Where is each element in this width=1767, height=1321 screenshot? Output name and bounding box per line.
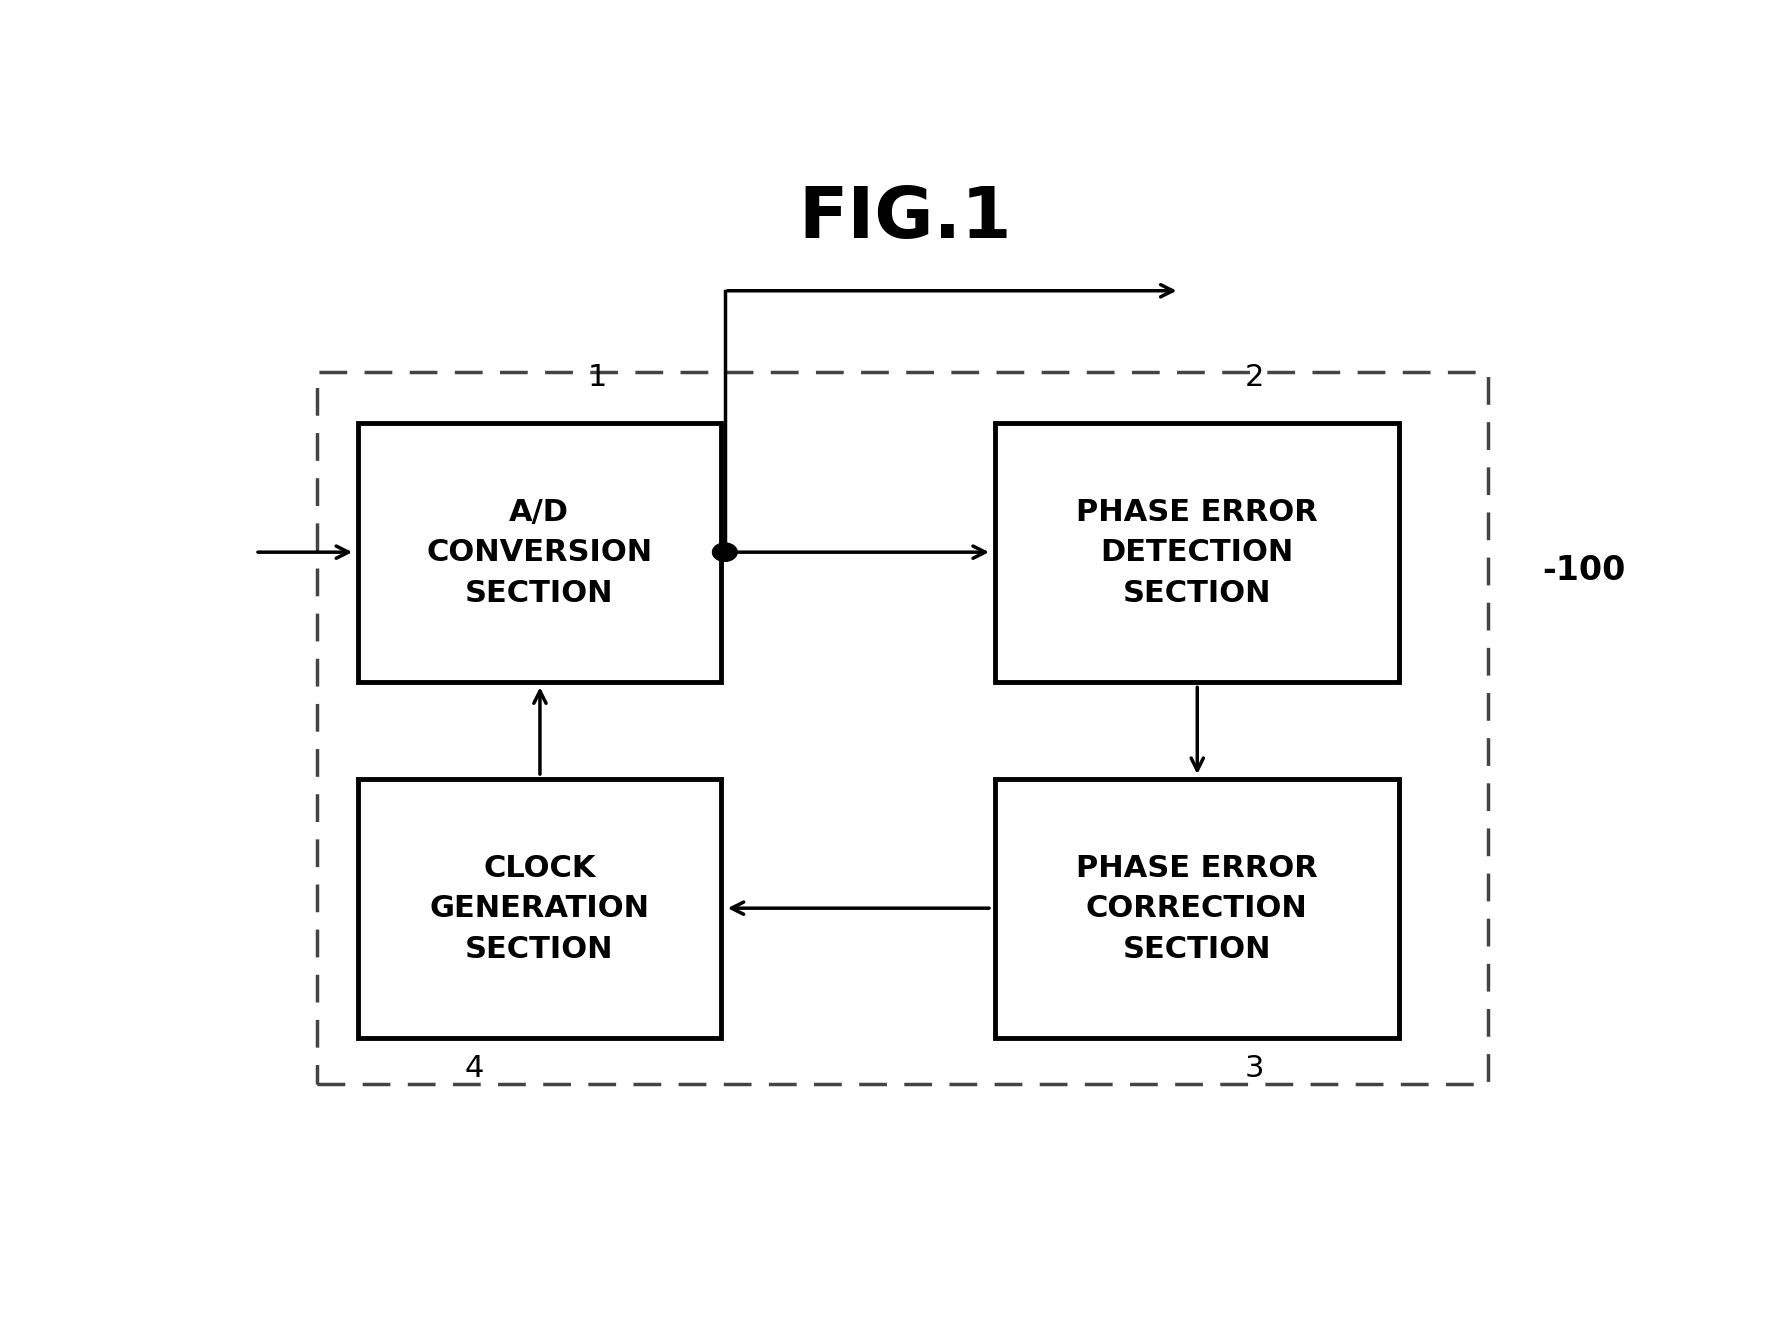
Text: -100: -100 (1543, 553, 1626, 587)
Text: 1: 1 (588, 363, 608, 392)
Bar (357, 779, 721, 1038)
Bar (995, 423, 1398, 683)
Circle shape (712, 543, 737, 561)
Text: 2: 2 (1246, 363, 1265, 392)
Text: PHASE ERROR
DETECTION
SECTION: PHASE ERROR DETECTION SECTION (1076, 498, 1318, 608)
Text: FIG.1: FIG.1 (799, 184, 1012, 252)
Text: A/D
CONVERSION
SECTION: A/D CONVERSION SECTION (426, 498, 652, 608)
Bar (995, 779, 1398, 1038)
Text: CLOCK
GENERATION
SECTION: CLOCK GENERATION SECTION (429, 853, 648, 964)
Text: 3: 3 (1246, 1054, 1265, 1083)
Text: PHASE ERROR
CORRECTION
SECTION: PHASE ERROR CORRECTION SECTION (1076, 853, 1318, 964)
Bar (357, 423, 721, 683)
Bar (316, 373, 1488, 1085)
Text: 4: 4 (465, 1054, 484, 1083)
